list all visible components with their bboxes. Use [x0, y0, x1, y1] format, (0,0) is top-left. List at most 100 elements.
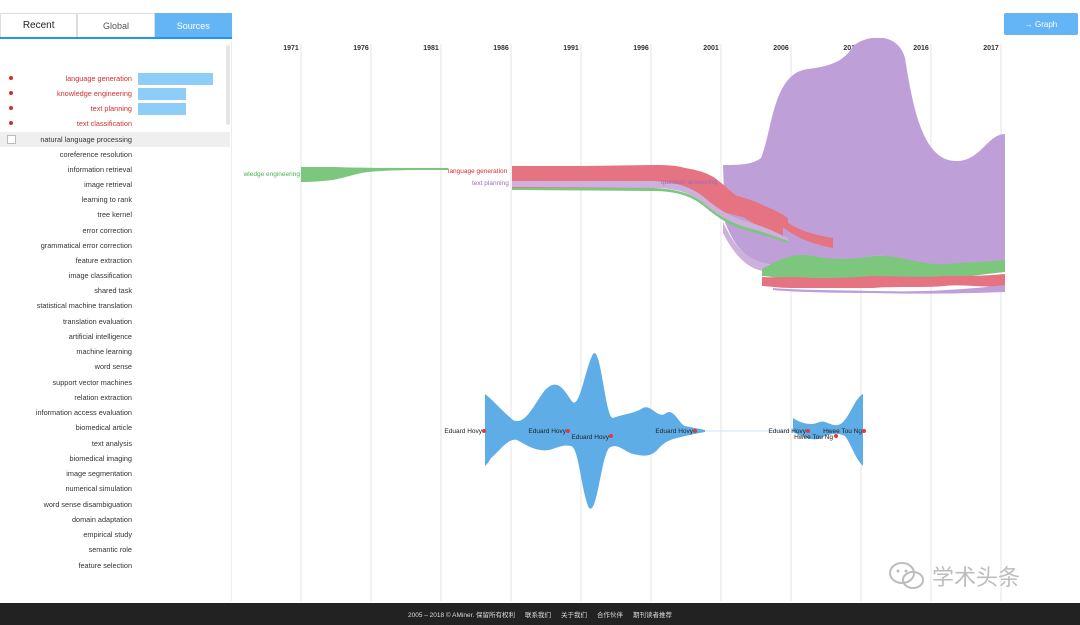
person-dot[interactable]	[609, 434, 613, 438]
topic-item[interactable]: information retrieval	[0, 162, 230, 177]
topic-item[interactable]: word sense disambiguation	[0, 497, 230, 512]
topic-label: image segmentation	[66, 469, 132, 478]
topic-item[interactable]: image segmentation	[0, 466, 230, 481]
topic-label: coreference resolution	[59, 150, 132, 159]
x-tick-label: 2016	[913, 45, 929, 52]
topic-item[interactable]: image retrieval	[0, 177, 230, 192]
topic-label: information retrieval	[67, 165, 132, 174]
person-label: Eduard Hovy	[768, 428, 806, 435]
topic-item[interactable]: image classification	[0, 268, 230, 283]
topic-label: word sense disambiguation	[43, 500, 132, 509]
person-label: Eduard Hovy	[571, 434, 609, 441]
topic-label: feature selection	[78, 561, 132, 570]
topic-weight-bar	[138, 103, 186, 115]
topic-item[interactable]: text classification	[0, 116, 230, 131]
person-dot[interactable]	[806, 429, 810, 433]
footer-link-journal[interactable]: 期刊读者推荐	[633, 612, 673, 619]
stream-label-language-generation: language generation	[448, 168, 508, 175]
watermark-text: 学术头条	[932, 566, 1021, 591]
topic-label: domain adaptation	[71, 515, 132, 524]
x-tick-label: 1986	[493, 45, 509, 52]
topic-label: word sense	[94, 362, 132, 371]
topic-label: text classification	[76, 119, 132, 128]
topic-item[interactable]: relation extraction	[0, 390, 230, 405]
watermark: 学术头条	[888, 560, 1020, 592]
topic-item[interactable]: biomedical imaging	[0, 451, 230, 466]
topic-item[interactable]: biomedical article	[0, 420, 230, 435]
topic-item[interactable]: text analysis	[0, 436, 230, 451]
topic-label: information access evaluation	[35, 408, 132, 417]
topic-label: grammatical error correction	[40, 241, 132, 250]
sidebar-tabs: Recent Global Sources	[0, 13, 232, 39]
topic-item[interactable]: semantic role	[0, 542, 230, 557]
topic-item[interactable]: grammatical error correction	[0, 238, 230, 253]
topic-item[interactable]: feature extraction	[0, 253, 230, 268]
person-label: Hwee Tou Ng	[823, 428, 862, 435]
topic-label: semantic role	[88, 545, 132, 554]
footer-link-about[interactable]: 关于我们	[561, 612, 588, 619]
topic-item[interactable]: shared task	[0, 283, 230, 298]
person-dot[interactable]	[566, 429, 570, 433]
person-dot[interactable]	[834, 434, 838, 438]
footer: 2005 – 2018 © AMiner. 保留所有权利 联系我们 关于我们 合…	[0, 603, 1080, 625]
tab-recent[interactable]: Recent	[0, 13, 78, 37]
topic-label: relation extraction	[74, 393, 132, 402]
footer-link-partners[interactable]: 合作伙伴	[597, 612, 624, 619]
person-label: Hwee Tou Ng	[794, 434, 833, 441]
year-ticks: 1971 1976 1981 1986 1991 1996 2001 2006 2011 2016…	[283, 45, 999, 52]
topic-item[interactable]: coreference resolution	[0, 147, 230, 162]
x-tick-label: 2011	[843, 45, 858, 52]
topic-label: numerical simulation	[65, 484, 132, 493]
graph-button[interactable]: → Graph	[1004, 13, 1078, 35]
stream-text-planning	[512, 181, 788, 241]
topic-label: image retrieval	[84, 180, 132, 189]
topic-item[interactable]: support vector machines	[0, 375, 230, 390]
selected-dot-icon	[9, 91, 13, 95]
person-dot[interactable]	[693, 429, 697, 433]
topic-item[interactable]: domain adaptation	[0, 512, 230, 527]
topic-evolution-chart: 1971 1976 1981 1986 1991 1996 2001 2006 2011 2016…	[233, 38, 1080, 601]
stream-question-answering	[723, 38, 1005, 269]
stream-green-lower	[762, 254, 1005, 281]
tab-sources[interactable]: Sources	[154, 13, 232, 37]
topic-label: statistical machine translation	[36, 301, 132, 310]
topic-label: text planning	[90, 104, 132, 113]
footer-link-contact[interactable]: 联系我们	[525, 612, 552, 619]
x-tick-label: 1976	[353, 45, 369, 52]
topic-item[interactable]: error correction	[0, 223, 230, 238]
stream-label-knowledge-engineering: wledge engineering	[243, 171, 301, 178]
topic-item[interactable]: statistical machine translation	[0, 298, 230, 313]
tab-global[interactable]: Global	[77, 13, 155, 37]
topic-weight-bar	[138, 73, 213, 85]
sidebar-scrollbar[interactable]	[226, 45, 230, 125]
person-dot[interactable]	[482, 429, 486, 433]
topic-item[interactable]: empirical study	[0, 527, 230, 542]
x-tick-label: 1981	[423, 45, 439, 52]
topic-item[interactable]: tree kernel	[0, 207, 230, 222]
topic-item[interactable]: natural language processing	[0, 132, 230, 147]
topic-label: natural language processing	[40, 135, 132, 144]
stream-knowledge-engineering	[301, 167, 448, 181]
topic-item[interactable]: word sense	[0, 359, 230, 374]
selected-dot-icon	[9, 121, 13, 125]
topic-item[interactable]: numerical simulation	[0, 481, 230, 496]
topic-item[interactable]: language generation	[0, 71, 230, 86]
stream-people-hovy	[485, 353, 705, 509]
topic-item[interactable]: machine learning	[0, 344, 230, 359]
topic-item[interactable]: knowledge engineering	[0, 86, 230, 101]
topic-item[interactable]: learning to rank	[0, 192, 230, 207]
topic-item[interactable]: feature selection	[0, 558, 230, 573]
person-label: Eduard Hovy	[655, 428, 693, 435]
topic-weight-bar	[138, 88, 186, 100]
person-label: Eduard Hovy	[444, 428, 482, 435]
topic-item[interactable]: artificial intelligence	[0, 329, 230, 344]
person-dot[interactable]	[862, 429, 866, 433]
topic-label: learning to rank	[81, 195, 132, 204]
topic-label: empirical study	[83, 530, 132, 539]
topic-item[interactable]: text planning	[0, 101, 230, 116]
topic-label: knowledge engineering	[56, 89, 132, 98]
topic-item[interactable]: information access evaluation	[0, 405, 230, 420]
topic-label: machine learning	[76, 347, 132, 356]
topic-item[interactable]: translation evaluation	[0, 314, 230, 329]
topic-checkbox[interactable]	[7, 135, 16, 144]
